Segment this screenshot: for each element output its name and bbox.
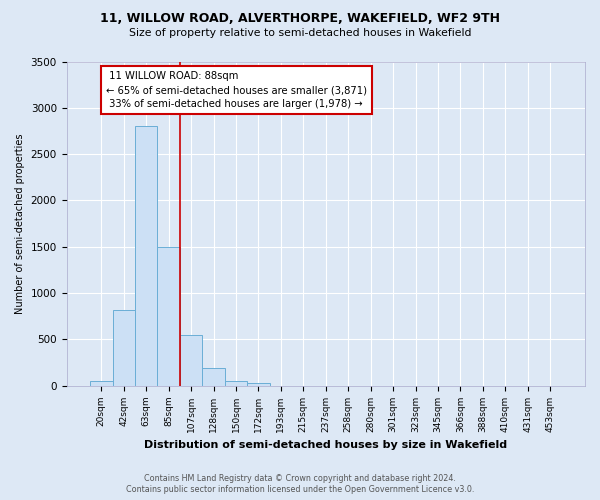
Text: 11 WILLOW ROAD: 88sqm 
← 65% of semi-detached houses are smaller (3,871)
 33% of: 11 WILLOW ROAD: 88sqm ← 65% of semi-deta… [106,71,367,109]
Bar [225,381,247,386]
Text: Contains HM Land Registry data © Crown copyright and database right 2024.
Contai: Contains HM Land Registry data © Crown c… [126,474,474,494]
Bar [113,310,135,386]
Bar [157,246,180,386]
Bar [90,381,113,386]
X-axis label: Distribution of semi-detached houses by size in Wakefield: Distribution of semi-detached houses by … [144,440,508,450]
Y-axis label: Number of semi-detached properties: Number of semi-detached properties [15,134,25,314]
Bar [247,383,269,386]
Bar [135,126,157,386]
Bar [180,334,202,386]
Bar [202,368,225,386]
Text: Size of property relative to semi-detached houses in Wakefield: Size of property relative to semi-detach… [129,28,471,38]
Text: 11, WILLOW ROAD, ALVERTHORPE, WAKEFIELD, WF2 9TH: 11, WILLOW ROAD, ALVERTHORPE, WAKEFIELD,… [100,12,500,26]
